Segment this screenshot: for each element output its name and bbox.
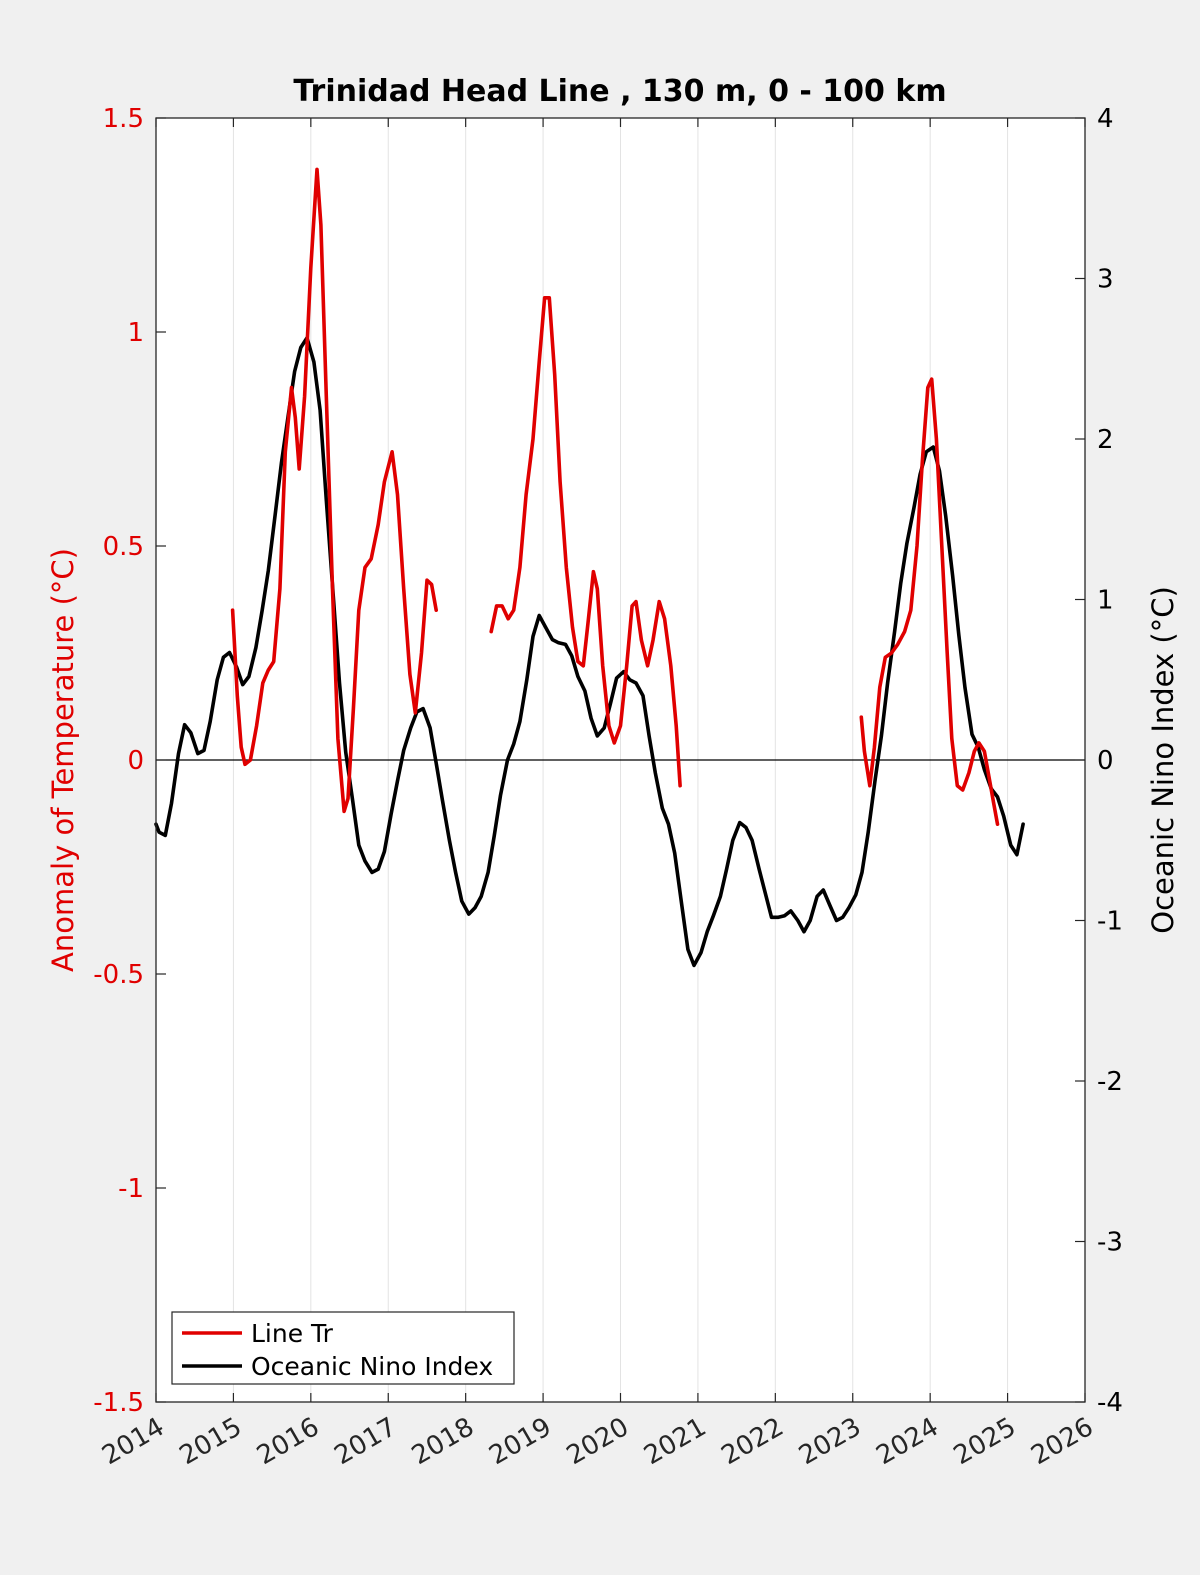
legend: Line Tr Oceanic Nino Index	[171, 1311, 515, 1385]
left-tick-label: 0.5	[103, 532, 144, 562]
left-axis-label: Anomaly of Temperature (°C)	[46, 548, 80, 972]
right-tick-label: -4	[1097, 1388, 1123, 1418]
right-tick-label: -3	[1097, 1228, 1123, 1258]
left-tick-label: 0	[127, 746, 144, 776]
left-tick-label: -1.5	[93, 1388, 144, 1418]
right-tick-label: 2	[1097, 425, 1114, 455]
right-tick-label: 3	[1097, 265, 1114, 295]
left-tick-label: 1	[127, 318, 144, 348]
series-layer	[154, 167, 1025, 968]
right-axis: -4 -3 -2 -1 0 1 2 3 4	[1075, 104, 1123, 1418]
right-tick-label: -1	[1097, 907, 1123, 937]
left-tick-label: -0.5	[93, 960, 144, 990]
right-tick-label: 0	[1097, 746, 1114, 776]
oni-series-line	[154, 336, 1025, 968]
right-tick-label: 4	[1097, 104, 1114, 134]
line-tr-series-segment	[489, 295, 682, 788]
left-axis: -1.5 -1 -0.5 0 0.5 1 1.5	[93, 104, 166, 1418]
left-tick-label: -1	[118, 1174, 144, 1204]
line-tr-series-segment	[859, 377, 1000, 827]
right-tick-label: 1	[1097, 586, 1114, 616]
line-tr-series-segment	[230, 167, 439, 814]
right-tick-label: -2	[1097, 1067, 1123, 1097]
legend-line-tr-label: Line Tr	[251, 1319, 334, 1348]
chart-title: Trinidad Head Line , 130 m, 0 - 100 km	[293, 74, 946, 109]
left-tick-label: 1.5	[103, 104, 144, 134]
legend-oni-label: Oceanic Nino Index	[251, 1352, 493, 1381]
legend-box	[171, 1311, 515, 1385]
right-axis-label: Oceanic Nino Index (°C)	[1146, 586, 1180, 934]
